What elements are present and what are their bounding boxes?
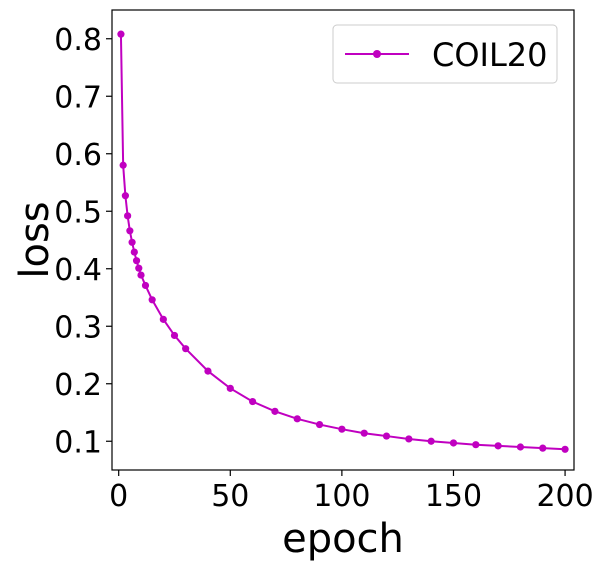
legend-marker-sample: [373, 50, 381, 58]
y-tick-label: 0.7: [54, 80, 102, 115]
plot-area: [117, 30, 569, 453]
data-point: [494, 442, 502, 450]
plot-frame: [111, 9, 575, 471]
data-point: [338, 425, 346, 433]
x-tick-label: 150: [425, 479, 482, 514]
data-point: [124, 212, 132, 220]
data-point: [516, 443, 525, 451]
y-tick-label: 0.6: [54, 138, 102, 173]
data-point: [141, 281, 150, 290]
axes: 0 50 100 150 200 0.1 0.2 0.3 0.4 0.5 0.6 0.7 0.8: [54, 9, 594, 514]
data-point: [170, 331, 179, 340]
x-tick-label: 200: [536, 479, 593, 514]
data-point: [132, 257, 141, 265]
data-point: [472, 441, 480, 449]
data-point: [315, 420, 324, 429]
y-tick-label: 0.3: [54, 310, 102, 345]
x-tick-label: 50: [211, 479, 249, 514]
data-point: [159, 315, 167, 323]
data-point: [382, 432, 391, 440]
data-point: [405, 435, 413, 443]
data-point: [182, 345, 190, 353]
data-point: [121, 192, 129, 200]
data-point: [126, 227, 134, 235]
data-point: [130, 248, 138, 256]
data-point: [226, 384, 234, 392]
legend: COIL20: [332, 24, 558, 84]
data-point: [427, 437, 435, 445]
x-tick-label: 0: [109, 479, 128, 514]
legend-box: [332, 24, 558, 84]
data-point: [135, 264, 143, 272]
y-tick-label: 0.4: [54, 253, 102, 288]
data-point: [117, 30, 125, 38]
y-axis-label: loss: [12, 201, 58, 278]
x-tick-label: 100: [313, 479, 370, 514]
data-point: [360, 429, 368, 437]
y-tick-label: 0.5: [54, 195, 102, 230]
y-tick-label: 0.8: [54, 23, 102, 58]
legend-series-label: COIL20: [432, 36, 548, 74]
x-axis-label: epoch: [282, 516, 404, 562]
data-point: [293, 415, 301, 423]
y-tick-label: 0.1: [54, 425, 102, 460]
data-point: [271, 407, 279, 415]
data-point: [561, 445, 569, 453]
data-point: [449, 439, 458, 447]
data-point: [249, 397, 257, 406]
y-tick-label: 0.2: [54, 368, 102, 403]
data-point: [119, 161, 127, 169]
data-point: [539, 444, 547, 452]
data-point: [137, 271, 145, 279]
data-point: [128, 238, 136, 246]
data-point: [204, 367, 212, 375]
data-point: [148, 296, 156, 304]
